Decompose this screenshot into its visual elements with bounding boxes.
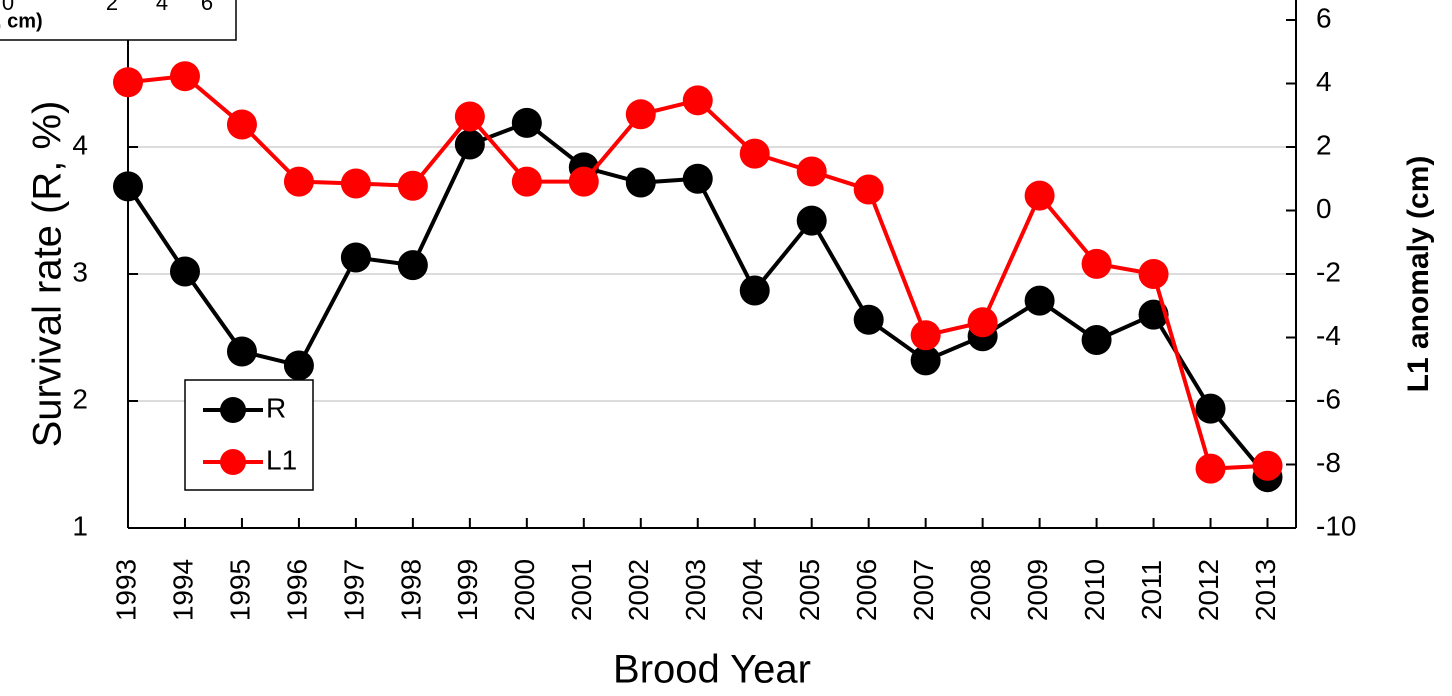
x-tick-label: 2012: [1193, 559, 1224, 621]
y-tick-label: 2: [72, 383, 88, 414]
data-point: [796, 156, 827, 187]
data-point: [340, 168, 371, 199]
legend-box: [184, 379, 314, 491]
data-point: [397, 250, 428, 281]
y-axis-label: Survival rate (R, %): [26, 101, 70, 448]
legend-marker: [220, 397, 246, 423]
x-tick-label: 2008: [965, 559, 996, 621]
x-tick-label: 1998: [395, 559, 426, 621]
data-point: [910, 320, 941, 351]
x-tick-label: 1999: [452, 559, 483, 621]
x-axis-label: Brood Year: [613, 648, 811, 692]
data-point: [226, 109, 257, 140]
data-point: [1195, 453, 1226, 484]
inset-tick-label: 4: [156, 0, 168, 15]
legend-marker: [220, 449, 246, 475]
data-point: [1081, 248, 1112, 279]
y2-tick-label: 2: [1316, 129, 1332, 160]
inset-tick-label: 2: [106, 0, 118, 15]
x-tick-label: 2000: [509, 559, 540, 621]
data-point: [682, 85, 713, 116]
y2-tick-label: 0: [1316, 193, 1332, 224]
x-tick-label: 1994: [167, 559, 198, 621]
x-tick-label: 2003: [680, 559, 711, 621]
data-point: [283, 350, 314, 381]
data-point: [682, 163, 713, 194]
y2-axis-label: L1 anomaly (cm): [1402, 156, 1435, 393]
x-tick-label: 2004: [737, 559, 768, 621]
data-point: [625, 167, 656, 198]
x-tick-label: 2002: [623, 559, 654, 621]
y-tick-label: 1: [72, 510, 88, 541]
y2-tick-label: 4: [1316, 66, 1332, 97]
y-tick-label: 3: [72, 256, 88, 287]
inset-tick-label: 6: [201, 0, 213, 15]
y2-tick-label: -2: [1316, 256, 1341, 287]
data-point: [910, 345, 941, 376]
data-point: [1081, 325, 1112, 356]
data-point: [1138, 299, 1169, 330]
data-point: [113, 171, 143, 202]
x-tick-label: 1996: [281, 559, 312, 621]
data-point: [739, 138, 770, 169]
y2-tick-label: -4: [1316, 320, 1341, 351]
data-point: [113, 67, 143, 98]
data-point: [625, 99, 656, 130]
inset-box: [0, 0, 237, 41]
x-tick-label: 2010: [1079, 559, 1110, 621]
y2-tick-label: -6: [1316, 383, 1341, 414]
x-tick-label: 2007: [908, 559, 939, 621]
data-point: [340, 242, 371, 273]
legend-label: R: [266, 392, 286, 423]
inset-label: , cm): [0, 10, 43, 32]
data-point: [454, 129, 485, 160]
x-tick-label: 1997: [338, 559, 369, 621]
data-point: [511, 166, 542, 197]
x-tick-label: 2013: [1250, 559, 1281, 621]
data-point: [1024, 285, 1055, 316]
data-point: [1138, 259, 1169, 289]
y2-tick-label: 6: [1316, 2, 1332, 33]
data-point: [169, 61, 200, 92]
data-point: [568, 166, 599, 197]
data-point: [1024, 180, 1055, 211]
data-point: [397, 170, 428, 201]
legend-label: L1: [266, 444, 297, 475]
data-point: [739, 275, 770, 306]
data-point: [796, 205, 827, 236]
x-tick-label: 1995: [224, 559, 255, 621]
inset-tick-label: 0: [2, 0, 14, 15]
y-tick-label: 4: [72, 129, 88, 160]
x-tick-label: 2009: [1022, 559, 1053, 621]
data-point: [1252, 450, 1283, 481]
x-tick-label: 2001: [566, 559, 597, 621]
data-point: [853, 304, 884, 335]
data-point: [226, 336, 257, 367]
x-tick-label: 2011: [1136, 560, 1167, 620]
data-point: [1195, 393, 1226, 424]
y2-tick-label: -10: [1316, 510, 1356, 541]
x-tick-label: 1993: [110, 559, 141, 621]
data-point: [283, 166, 314, 197]
data-point: [169, 256, 200, 287]
data-point: [454, 101, 485, 132]
y2-tick-label: -8: [1316, 447, 1341, 478]
data-point: [511, 107, 542, 138]
x-tick-label: 2005: [794, 559, 825, 621]
x-tick-label: 2006: [851, 559, 882, 621]
data-point: [967, 307, 998, 338]
data-point: [853, 174, 884, 205]
